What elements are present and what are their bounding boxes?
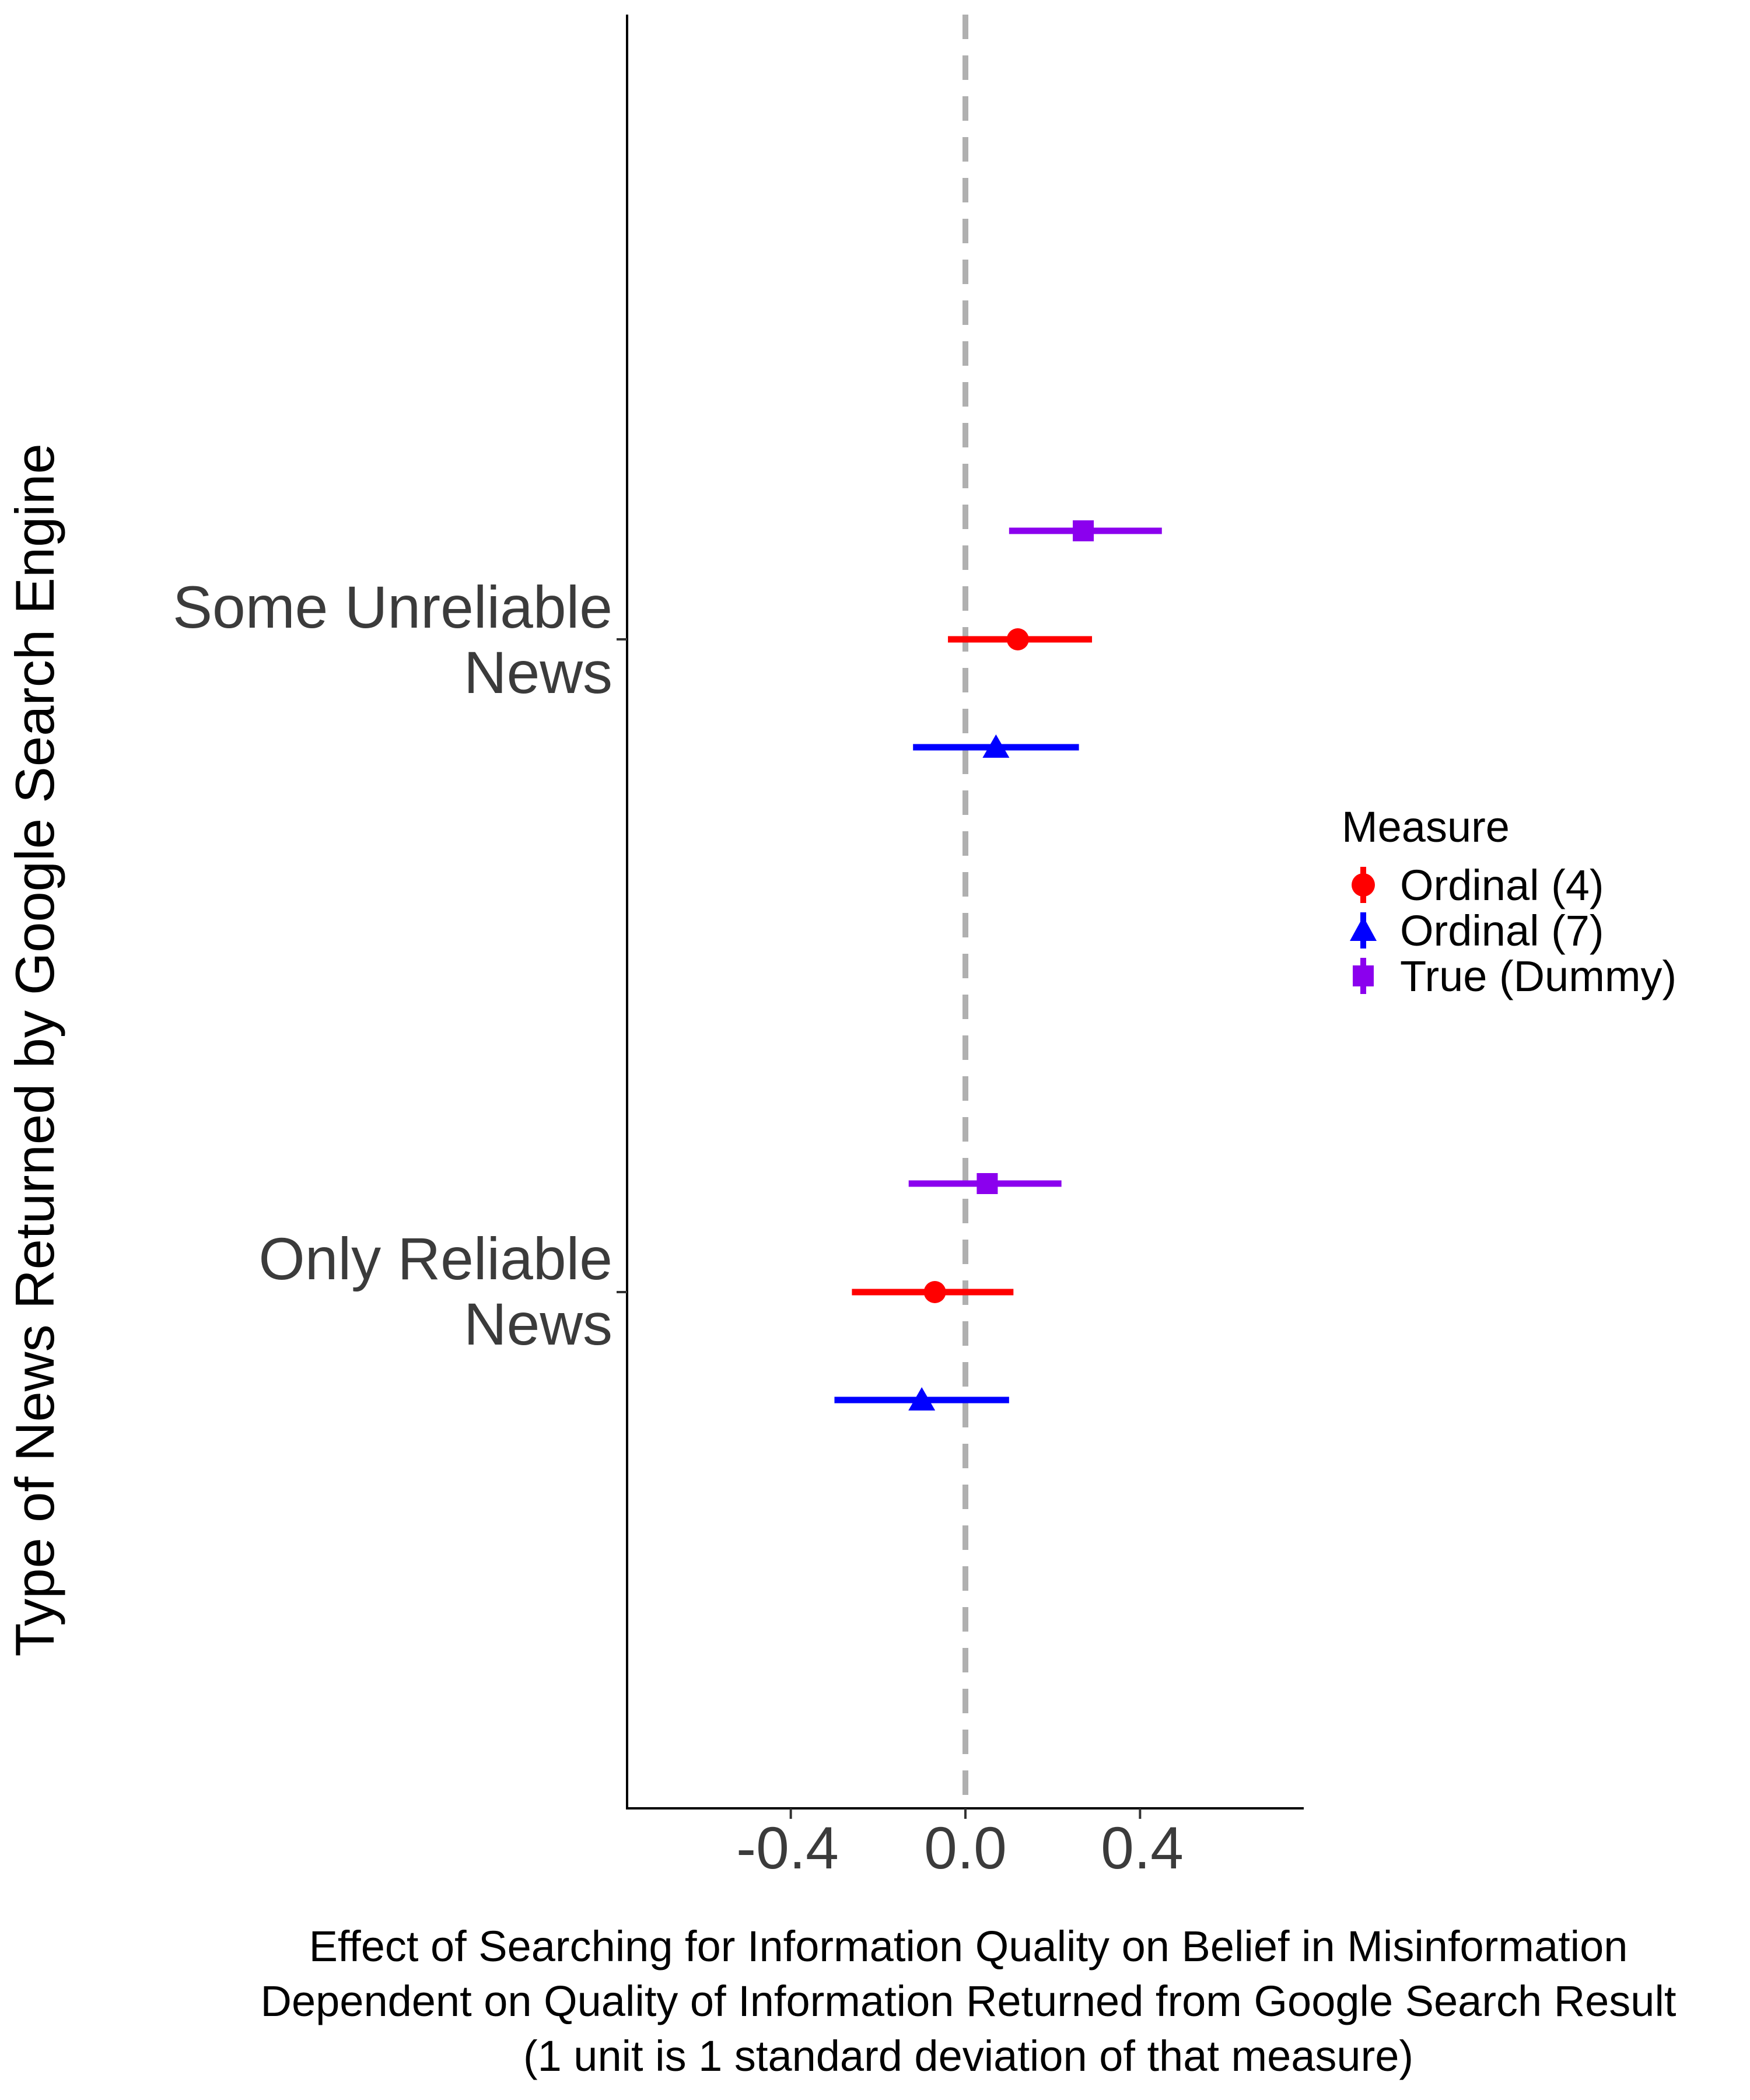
category-label-line: Some Unreliable — [172, 574, 612, 640]
x-axis-title-line: (1 unit is 1 standard deviation of that … — [523, 2032, 1414, 2080]
x-tick-label: 0.4 — [1101, 1815, 1184, 1881]
category-label-line: News — [463, 1291, 612, 1357]
x-axis-title-line: Dependent on Quality of Information Retu… — [260, 1977, 1676, 2025]
category-label-only-reliable: Only Reliable News — [258, 1226, 612, 1357]
point-marker — [982, 734, 1010, 758]
triangle-marker-icon — [1350, 912, 1377, 949]
category-label-line: Only Reliable — [258, 1226, 612, 1292]
point-marker — [908, 1387, 936, 1410]
legend-title: Measure — [1342, 803, 1510, 851]
y-axis-title: Type of News Returned by Google Search E… — [4, 443, 65, 1657]
legend-label: True (Dummy) — [1400, 951, 1677, 1000]
x-axis-title-line: Effect of Searching for Information Qual… — [309, 1922, 1628, 1971]
plot-area — [617, 15, 1304, 1819]
circle-marker-icon — [1352, 867, 1375, 903]
legend-item-true-dummy: True (Dummy) — [1342, 951, 1677, 1000]
legend-label: Ordinal (7) — [1400, 906, 1604, 955]
square-marker-icon — [1353, 958, 1374, 994]
legend-item-ordinal-4: Ordinal (4) — [1342, 860, 1676, 909]
point-marker — [923, 1281, 946, 1303]
category-label-some-unreliable: Some Unreliable News — [173, 575, 612, 705]
point-marker — [977, 1173, 998, 1194]
x-tick-label: 0.0 — [924, 1815, 1007, 1881]
x-tick-label: -0.4 — [736, 1815, 839, 1881]
legend-label: Ordinal (4) — [1400, 860, 1604, 909]
point-marker — [1073, 520, 1094, 541]
point-marker — [1006, 628, 1029, 650]
legend-item-ordinal-7: Ordinal (7) — [1342, 906, 1676, 955]
x-axis-title: Effect of Searching for Information Qual… — [128, 1919, 1750, 2084]
category-label-line: News — [463, 639, 612, 706]
legend: Measure Ordinal (4) Ordinal (7) True (Du… — [1342, 802, 1677, 1000]
